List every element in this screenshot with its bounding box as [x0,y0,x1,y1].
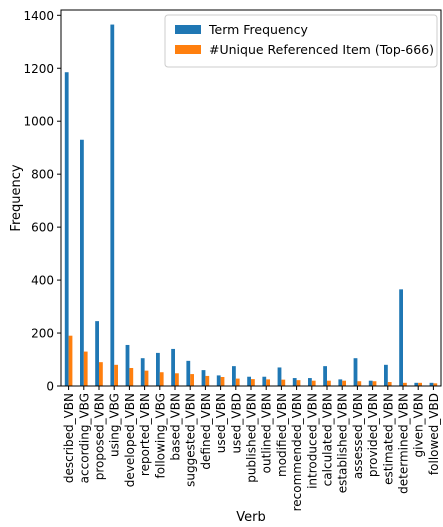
x-tick-label: published_VBN [245,393,259,483]
x-tick-label: defined_VBN [199,393,213,470]
y-tick-label: 1400 [23,9,54,23]
bar-unique-referenced-7 [175,373,179,386]
x-tick-label: modified_VBN [275,393,289,477]
bar-unique-referenced-11 [235,378,240,386]
bar-term-frequency-13 [262,376,267,386]
bar-term-frequency-18 [338,379,343,386]
bar-term-frequency-9 [201,370,206,386]
bar-term-frequency-10 [216,375,221,386]
bar-unique-referenced-5 [144,370,149,386]
bar-term-frequency-22 [399,289,403,386]
bar-term-frequency-5 [140,358,145,386]
x-tick-label: provided_VBN [366,393,380,477]
y-tick-label: 1200 [23,62,54,76]
x-tick-label: developed_VBN [123,393,137,487]
x-tick-label: estimated_VBN [381,393,395,485]
bar-term-frequency-14 [277,367,282,386]
y-tick-label: 0 [46,380,54,394]
bar-unique-referenced-19 [357,381,362,386]
x-tick-label: described_VBN [62,393,76,483]
legend-swatch [175,25,201,34]
y-tick-label: 400 [31,274,54,288]
bar-unique-referenced-2 [99,362,103,386]
x-tick-label: according_VBG [77,393,91,483]
bar-unique-referenced-1 [83,351,88,386]
bar-term-frequency-2 [95,321,99,386]
bar-term-frequency-7 [171,348,175,386]
bar-unique-referenced-23 [418,382,422,386]
bar-term-frequency-0 [64,72,69,386]
bar-unique-referenced-13 [266,379,270,386]
bar-unique-referenced-6 [159,372,164,386]
x-tick-label: used_VBD [229,393,243,454]
bar-term-frequency-8 [186,360,191,386]
x-tick-label: reported_VBN [138,393,152,476]
x-tick-label: suggested_VBN [184,393,198,487]
bar-unique-referenced-20 [372,381,377,386]
legend-swatch [175,45,201,54]
bar-term-frequency-11 [232,366,236,386]
bar-term-frequency-3 [110,24,115,387]
bar-unique-referenced-10 [220,377,225,386]
x-tick-label: based_VBN [169,393,183,461]
bar-unique-referenced-15 [296,380,301,386]
bar-term-frequency-15 [292,378,297,386]
bar-term-frequency-19 [353,358,358,386]
bar-unique-referenced-22 [403,382,407,386]
legend: Term Frequency #Unique Referenced Item (T… [164,14,438,68]
y-tick-label: 600 [31,221,54,235]
bar-unique-referenced-17 [327,380,331,386]
y-axis-label: Frequency [9,164,24,231]
y-tick-label: 1000 [23,115,54,129]
bar-unique-referenced-12 [251,379,255,386]
x-tick-label: outlined_VBN [260,393,274,473]
bar-term-frequency-20 [368,380,373,386]
bar-unique-referenced-8 [190,374,194,386]
x-axis: described_VBN according_VBG proposed_VBN us… [62,386,441,511]
legend-box [164,14,438,68]
x-tick-label: recommended_VBN [290,393,304,511]
bar-unique-referenced-14 [281,379,286,386]
x-tick-label: assessed_VBN [351,393,365,479]
x-tick-label: introduced_VBN [305,393,319,489]
x-tick-label: proposed_VBN [93,393,107,480]
bars-layer [64,24,438,387]
x-axis-label: Verb [236,510,265,525]
bar-term-frequency-12 [247,376,251,386]
bar-unique-referenced-16 [311,380,316,386]
bar-term-frequency-23 [414,382,419,386]
x-tick-label: following_VBG [153,393,167,478]
legend-label: #Unique Referenced Item (Top-666) [209,42,434,57]
bar-unique-referenced-9 [205,375,210,386]
bar-unique-referenced-24 [433,383,438,386]
bar-unique-referenced-3 [114,364,118,386]
bar-term-frequency-17 [323,366,327,386]
x-tick-label: given_VBN [412,393,426,457]
bar-term-frequency-24 [429,382,434,386]
bar-term-frequency-1 [80,139,84,386]
bar-term-frequency-4 [125,344,130,386]
x-tick-label: determined_VBN [397,393,411,494]
bar-unique-referenced-18 [342,380,346,386]
bar-unique-referenced-4 [129,367,134,386]
y-axis: 0 200 400 600 800 1000 1200 1400 [23,9,61,394]
y-tick-label: 800 [31,168,54,182]
y-tick-label: 200 [31,327,54,341]
x-tick-label: followed_VBD [427,393,441,475]
x-tick-label: calculated_VBN [321,393,335,486]
x-tick-label: using_VBG [108,393,122,457]
bar-term-frequency-21 [384,364,388,386]
bar-term-frequency-16 [308,378,312,386]
x-tick-label: established_VBN [336,393,350,493]
bar-term-frequency-6 [156,352,160,386]
bar-unique-referenced-21 [387,382,392,386]
legend-label: Term Frequency [208,22,308,37]
x-tick-label: used_VBN [214,393,228,453]
bar-unique-referenced-0 [68,335,73,386]
